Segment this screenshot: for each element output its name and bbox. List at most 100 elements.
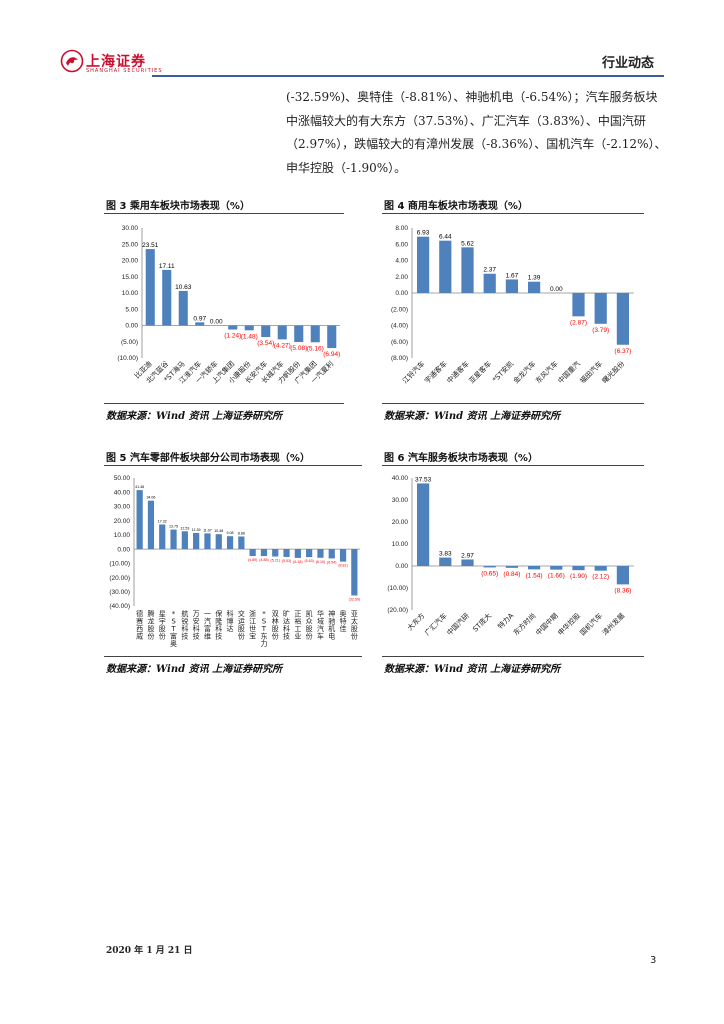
bar bbox=[310, 325, 320, 343]
category-label: 大东方 bbox=[405, 611, 426, 632]
bar-value-label: 10.63 bbox=[175, 284, 192, 291]
bar-value-label: (5.08) bbox=[290, 345, 307, 352]
y-tick-label: 30.00 bbox=[122, 225, 139, 232]
bar bbox=[351, 549, 358, 596]
figure-6-source: 数据来源：Wind 资讯 上海证券研究所 bbox=[384, 664, 561, 675]
category-label: 中通客车 bbox=[445, 359, 471, 385]
bar bbox=[147, 500, 155, 550]
bar-value-label: 10.48 bbox=[214, 529, 223, 533]
figure-3-source: 数据来源：Wind 资讯 上海证券研究所 bbox=[106, 411, 283, 422]
logo-emblem-icon bbox=[60, 49, 84, 73]
y-tick-label: (30.00) bbox=[109, 589, 130, 596]
bar-value-label: (1.66) bbox=[548, 573, 565, 580]
y-tick-label: 30.00 bbox=[114, 504, 131, 511]
bar-value-label: 23.51 bbox=[142, 242, 159, 249]
bar-value-label: (4.27) bbox=[274, 342, 291, 349]
category-label: * S T 东力 bbox=[260, 610, 267, 648]
bar-value-label: (4.89) bbox=[248, 558, 257, 562]
bar bbox=[594, 293, 607, 324]
y-tick-label: 40.00 bbox=[392, 475, 409, 482]
bar bbox=[439, 240, 452, 293]
page-number: 3 bbox=[650, 955, 657, 966]
bar-value-label: 8.88 bbox=[238, 531, 245, 535]
bar bbox=[181, 531, 188, 550]
figure-6-chart: 40.00 30.00 20.00 10.00 0.00 (10.00) (20.00) 37… bbox=[387, 475, 634, 637]
category-label: 正裕工业 bbox=[294, 610, 301, 641]
bar-value-label: 17.11 bbox=[159, 263, 175, 270]
category-label: * S T 富奥 bbox=[170, 610, 177, 648]
y-tick-label: 30.00 bbox=[392, 497, 409, 504]
y-tick-label: 20.00 bbox=[392, 519, 409, 526]
figure-3-bottom-rule bbox=[104, 403, 344, 404]
figure-5-bottom-rule bbox=[104, 656, 362, 657]
figure-5-top-rule bbox=[104, 465, 362, 466]
bar bbox=[294, 325, 304, 343]
category-label: 万安科技 bbox=[193, 610, 200, 641]
category-label: 江铃汽车 bbox=[400, 359, 426, 385]
bar bbox=[327, 325, 337, 349]
bar bbox=[178, 290, 188, 326]
y-tick-label: (6.00) bbox=[391, 339, 408, 346]
y-tick-label: (2.00) bbox=[391, 306, 408, 313]
y-tick-label: (10.00) bbox=[109, 561, 130, 568]
bar-value-label: (6.10) bbox=[316, 560, 325, 564]
category-label: 金龙汽车 bbox=[511, 359, 537, 385]
bar bbox=[261, 325, 271, 338]
bar bbox=[616, 293, 630, 345]
logo-subtext: SHANGHAI SECURITIES bbox=[86, 68, 163, 74]
bar-value-label: 2.97 bbox=[461, 552, 474, 559]
y-tick-label: (20.00) bbox=[387, 607, 408, 614]
category-label: 旷达科技 bbox=[283, 609, 290, 641]
bar bbox=[159, 524, 166, 550]
bar-value-label: (1.90) bbox=[570, 573, 587, 580]
paragraph-line: 中涨幅较大的有大东方（37.53%）、广汇汽车（3.83%）、中国汽研 bbox=[286, 113, 646, 128]
bar bbox=[483, 566, 496, 568]
category-label: 双林股份 bbox=[272, 610, 279, 641]
y-tick-label: (10.00) bbox=[117, 355, 138, 362]
y-tick-label: 0.00 bbox=[395, 290, 408, 297]
category-label: 中国重汽 bbox=[556, 359, 582, 385]
bar-value-label: (5.53) bbox=[282, 559, 291, 563]
bar bbox=[244, 325, 254, 331]
category-label: 国机汽车 bbox=[578, 611, 604, 637]
y-tick-label: 0.00 bbox=[395, 563, 408, 570]
bar bbox=[283, 549, 290, 557]
category-label: 交运股份 bbox=[238, 609, 245, 641]
bar bbox=[215, 534, 222, 550]
y-tick-label: 40.00 bbox=[114, 489, 131, 496]
y-tick-label: 5.00 bbox=[125, 306, 138, 313]
bar-value-label: 1.67 bbox=[506, 272, 519, 279]
category-label: 东风汽车 bbox=[534, 359, 560, 385]
bar-value-label: 5.62 bbox=[461, 240, 474, 247]
y-tick-label: 8.00 bbox=[395, 225, 408, 232]
bar-value-label: 11.39 bbox=[192, 528, 201, 532]
y-tick-label: 10.00 bbox=[114, 532, 131, 539]
category-label: 保隆科技 bbox=[215, 609, 222, 641]
bar bbox=[277, 325, 287, 340]
bar bbox=[416, 236, 430, 293]
figure-4-title: 图 4 商用车板块市场表现（%） bbox=[384, 201, 528, 212]
figure-6-title: 图 6 汽车服务板块市场表现（%） bbox=[384, 453, 538, 464]
bar bbox=[461, 247, 474, 293]
category-label: 亚太股份 bbox=[351, 610, 358, 641]
bar-value-label: (0.65) bbox=[481, 570, 498, 577]
bar-value-label: 37.53 bbox=[415, 476, 432, 483]
category-label: 一汽富维 bbox=[204, 610, 211, 641]
category-label: 东方时尚 bbox=[511, 611, 537, 637]
category-label: 曙光股份 bbox=[600, 359, 626, 385]
bar-value-label: 6.44 bbox=[439, 234, 452, 241]
bar bbox=[505, 566, 519, 568]
bar bbox=[136, 490, 143, 550]
bar-value-label: 0.00 bbox=[550, 286, 563, 293]
bar bbox=[238, 536, 245, 550]
bar-value-label: 34.06 bbox=[146, 496, 155, 500]
y-tick-label: (10.00) bbox=[387, 585, 408, 592]
bar-value-label: 13.75 bbox=[169, 525, 178, 529]
header-rule bbox=[152, 75, 664, 77]
y-tick-label: 0.00 bbox=[125, 323, 138, 330]
bar bbox=[226, 536, 234, 550]
bar-value-label: (8.81) bbox=[338, 564, 347, 568]
category-label: 华域汽车 bbox=[317, 609, 324, 641]
bar bbox=[572, 293, 585, 317]
category-label: 特力A bbox=[496, 611, 516, 631]
